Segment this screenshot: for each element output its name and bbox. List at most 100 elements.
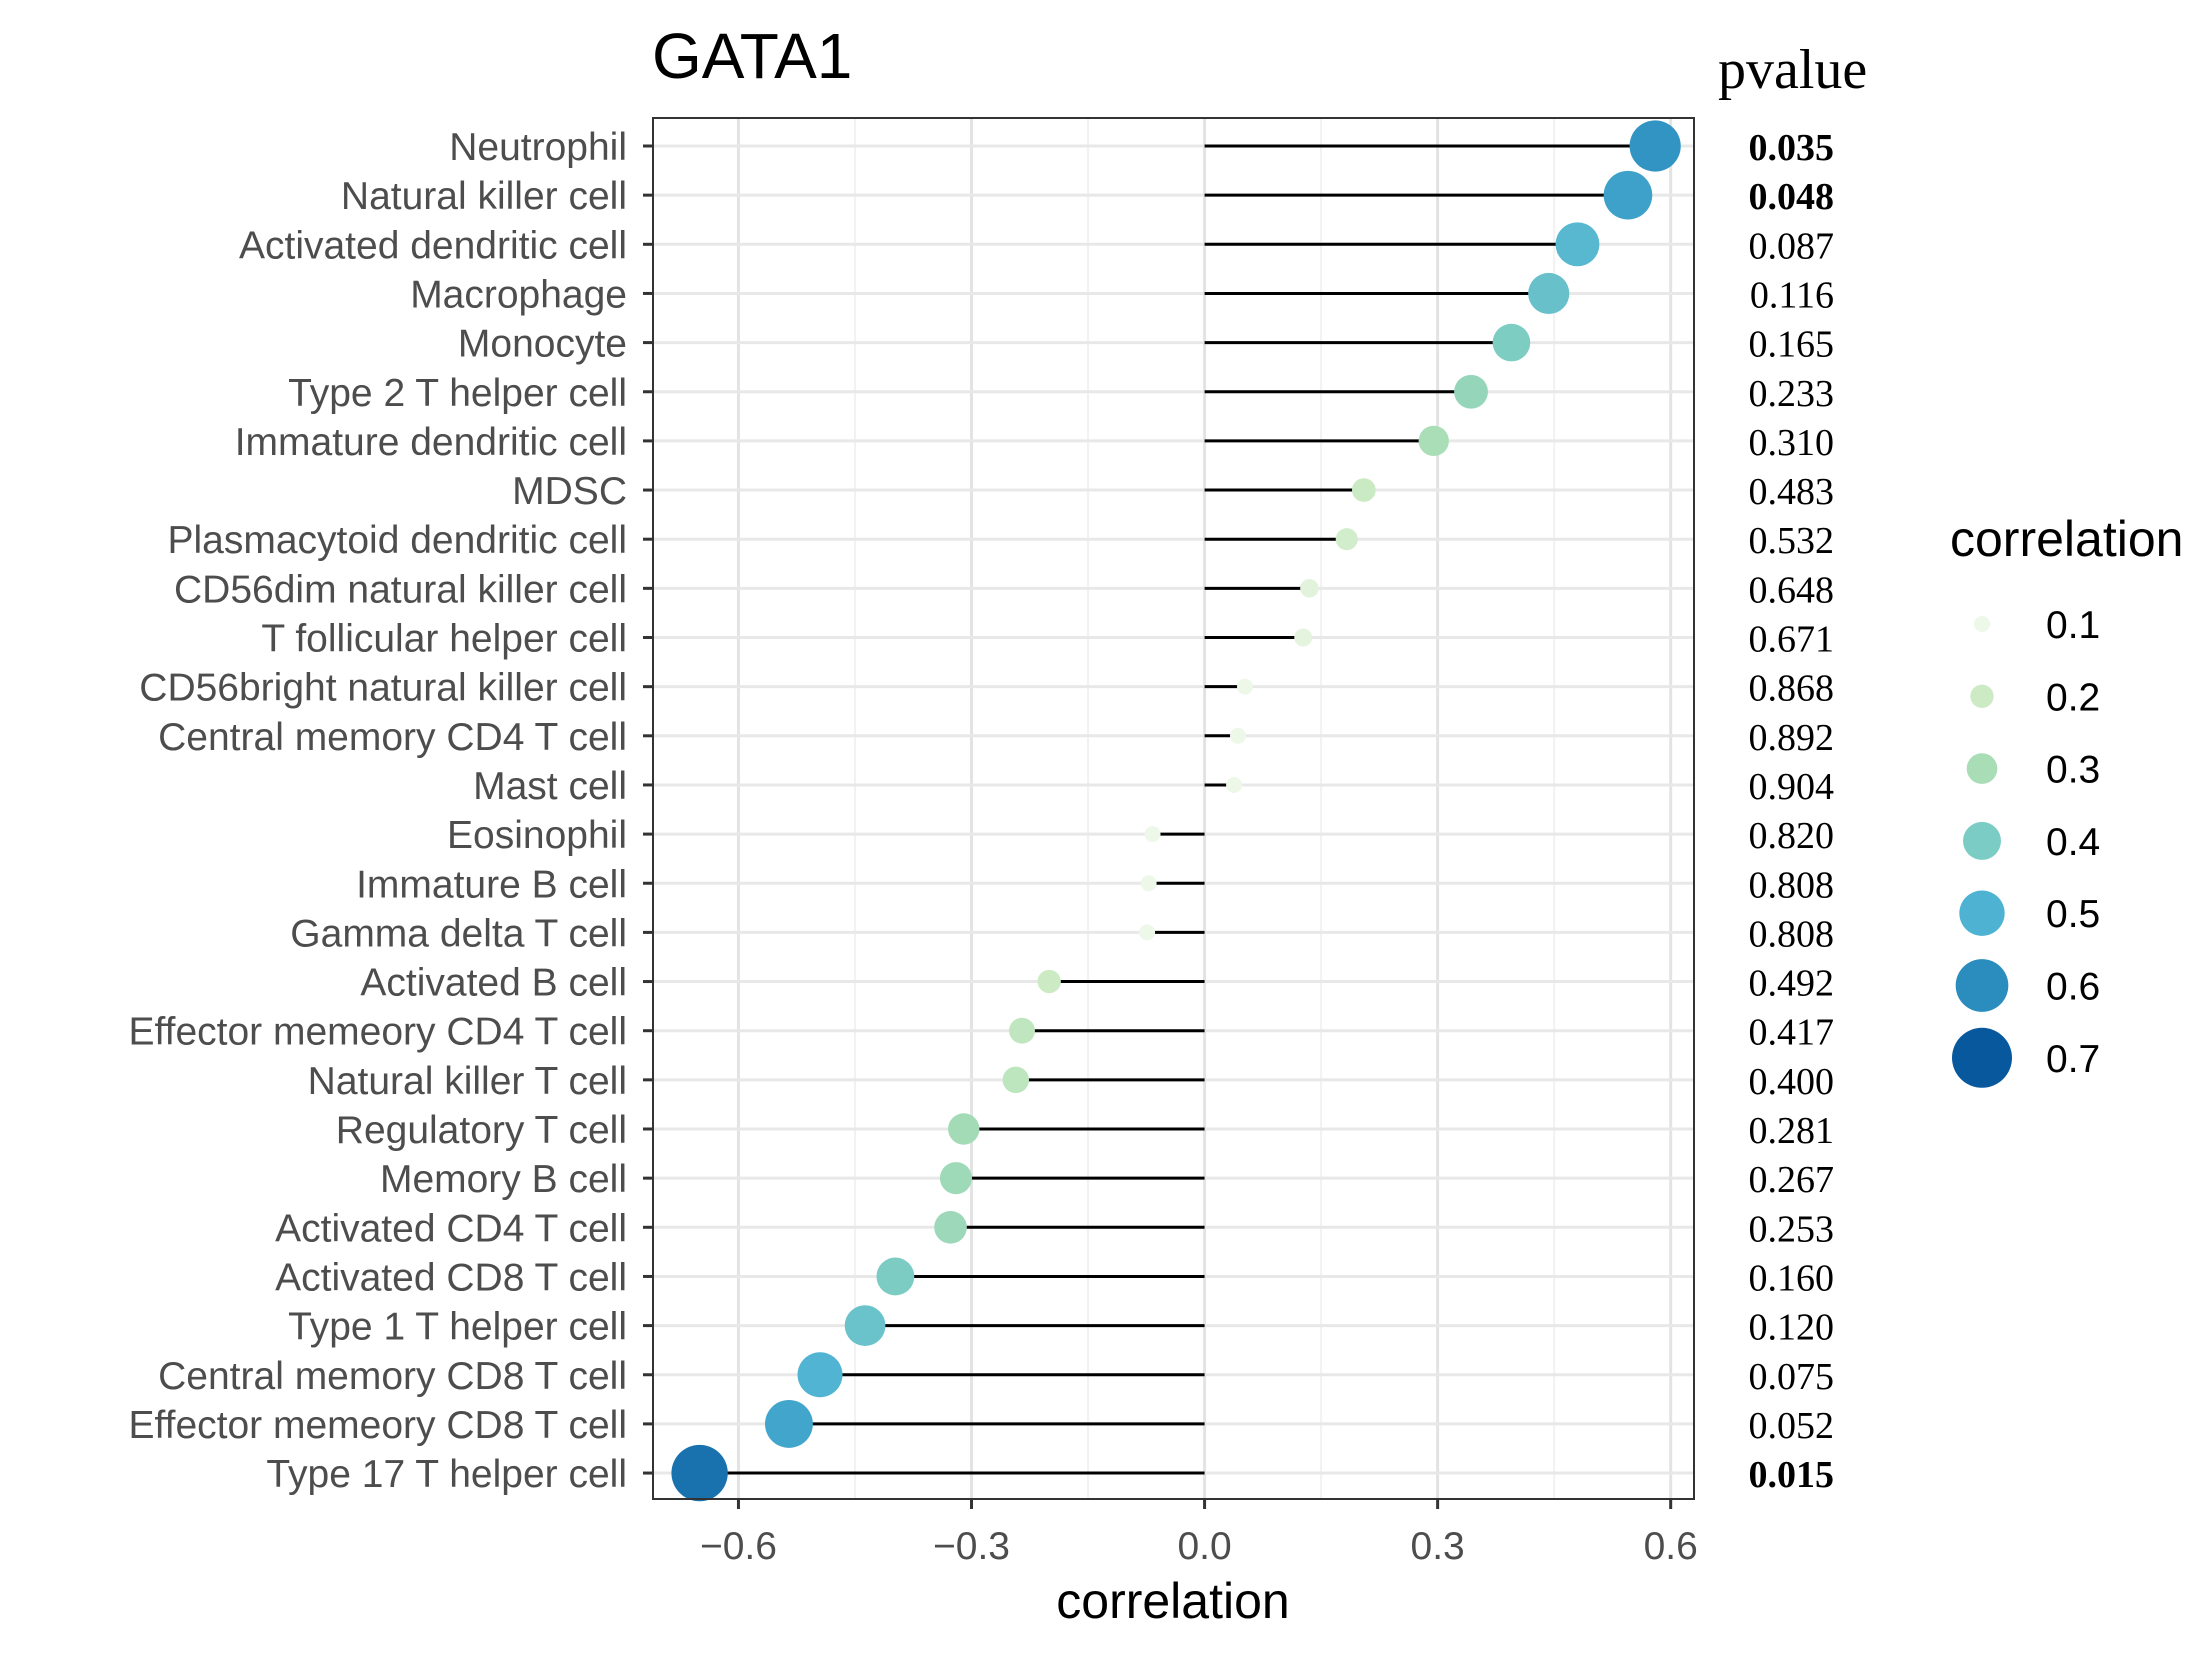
y-tick-label: Regulatory T cell [336,1109,627,1152]
y-tick-label: Activated CD4 T cell [275,1207,627,1250]
lollipop-point [1294,628,1313,647]
pvalue-label: 0.233 [1749,373,1835,415]
x-tick-label: −0.6 [700,1525,777,1568]
pvalue-label: 0.483 [1749,471,1835,513]
x-axis: −0.6 −0.3 0.0 0.3 0.6 [700,1499,1698,1568]
pvalue-label: 0.310 [1749,422,1835,464]
y-tick-label: MDSC [512,470,627,513]
legend-key [1959,890,2005,936]
y-tick-label: Activated B cell [360,962,627,1005]
lollipop-points [671,120,1681,1502]
legend-key [1974,616,1990,632]
lollipop-point [1002,1066,1030,1094]
pvalue-column: 0.035 0.048 0.087 0.116 0.165 0.233 0.310 0.483… [1749,127,1835,1496]
pvalue-label: 0.075 [1749,1356,1835,1398]
legend-label: 0.7 [2046,1038,2100,1081]
x-tick-label: 0.6 [1644,1525,1698,1568]
y-tick-label: Type 17 T helper cell [266,1453,627,1496]
legend-key [1966,753,1998,784]
pvalue-label: 0.492 [1749,963,1835,1005]
lollipop-point [1236,678,1253,695]
pvalue-label: 0.087 [1749,225,1835,267]
legend-label: 0.1 [2046,604,2100,647]
pvalue-label: 0.868 [1749,668,1835,710]
y-tick-label: Effector memeory CD4 T cell [128,1011,627,1054]
lollipop-point [1492,323,1531,362]
lollipop-stems [699,144,1656,1475]
pvalue-label: 0.904 [1749,766,1835,808]
y-tick-label: CD56dim natural killer cell [174,568,627,611]
pvalue-label: 0.671 [1749,619,1835,661]
pvalue-label: 0.052 [1749,1405,1835,1447]
legend-label: 0.5 [2046,893,2100,936]
y-tick-label: Immature B cell [356,863,627,906]
lollipop-point [1226,776,1243,793]
y-tick-label: Monocyte [458,323,627,366]
pvalue-label: 0.808 [1749,864,1835,906]
y-tick-label: Activated dendritic cell [239,224,627,267]
lollipop-point [1351,478,1376,502]
x-tick-label: 0.0 [1177,1525,1231,1568]
x-axis-title: correlation [1056,1573,1289,1629]
y-tick-label: Activated CD8 T cell [275,1256,627,1299]
legend-label: 0.2 [2046,676,2100,719]
grid [653,118,1694,1499]
y-tick-label: Type 2 T helper cell [288,372,627,415]
lollipop-point [1555,222,1600,267]
y-tick-label: Natural killer cell [341,175,627,218]
pvalue-label: 0.820 [1749,815,1835,857]
pvalue-label: 0.035 [1749,127,1835,169]
pvalue-label: 0.648 [1749,569,1835,611]
pvalue-label: 0.116 [1750,274,1834,316]
pvalue-label: 0.267 [1749,1159,1835,1201]
y-tick-label: Immature dendritic cell [235,421,627,464]
pvalue-label: 0.808 [1749,913,1835,955]
panel-border [652,117,1695,1500]
lollipop-point [1229,727,1246,744]
legend-key [1955,959,2009,1012]
lollipop-point [1037,969,1061,994]
lollipop-point [939,1162,973,1195]
legend-label: 0.3 [2046,749,2100,792]
pvalue-label: 0.165 [1749,324,1835,366]
pvalue-label: 0.048 [1749,176,1835,218]
y-tick-label: Mast cell [473,765,627,808]
legend-label: 0.4 [2046,821,2100,864]
lollipop-point [1335,528,1358,551]
lollipop-point [1300,579,1319,598]
y-tick-label: Central memory CD8 T cell [158,1355,627,1398]
lollipop-point [1603,170,1653,220]
y-tick-label: Neutrophil [449,126,627,169]
y-tick-label: Eosinophil [447,814,627,857]
lollipop-point [1454,374,1488,409]
pvalue-label: 0.281 [1749,1110,1835,1152]
legend-label: 0.6 [2046,966,2100,1009]
legend-key [1963,821,2001,860]
lollipop-point [934,1210,967,1244]
pvalue-label: 0.160 [1749,1257,1835,1299]
pvalue-label: 0.253 [1749,1208,1835,1250]
y-axis: Neutrophil Natural killer cell Activated d… [128,126,653,1496]
lollipop-point [797,1352,843,1398]
pvalue-label: 0.120 [1749,1307,1835,1349]
chart-title: GATA1 [652,20,852,92]
lollipop-point [765,1399,813,1448]
y-tick-label: Natural killer T cell [308,1060,627,1103]
x-tick-label: 0.3 [1411,1525,1465,1568]
y-tick-label: Macrophage [410,273,627,316]
pvalue-label: 0.417 [1749,1012,1835,1054]
y-tick-label: CD56bright natural killer cell [139,667,627,710]
y-tick-label: Plasmacytoid dendritic cell [167,519,627,562]
lollipop-point [876,1257,915,1296]
pvalue-label: 0.532 [1749,520,1835,562]
lollipop-point [671,1444,728,1502]
pvalue-label: 0.400 [1749,1061,1835,1103]
legend-key [1952,1027,2012,1088]
y-tick-label: Gamma delta T cell [290,912,627,955]
y-tick-label: Effector memeory CD8 T cell [128,1404,627,1447]
lollipop-point [1528,272,1570,315]
pvalue-label: 0.015 [1749,1454,1835,1496]
lollipop-point [1009,1017,1035,1044]
legend-title: correlation [1950,511,2183,567]
